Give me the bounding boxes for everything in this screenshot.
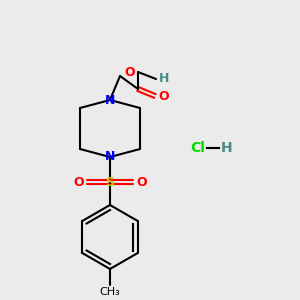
Text: S: S [106,176,115,188]
Text: N: N [105,151,115,164]
Text: O: O [74,176,84,188]
Text: O: O [124,65,135,79]
Text: H: H [221,141,232,155]
Text: O: O [136,176,147,188]
Text: Cl: Cl [190,141,205,155]
Text: O: O [158,89,169,103]
Text: CH₃: CH₃ [100,287,120,297]
Text: H: H [159,73,169,85]
Text: N: N [105,94,115,106]
